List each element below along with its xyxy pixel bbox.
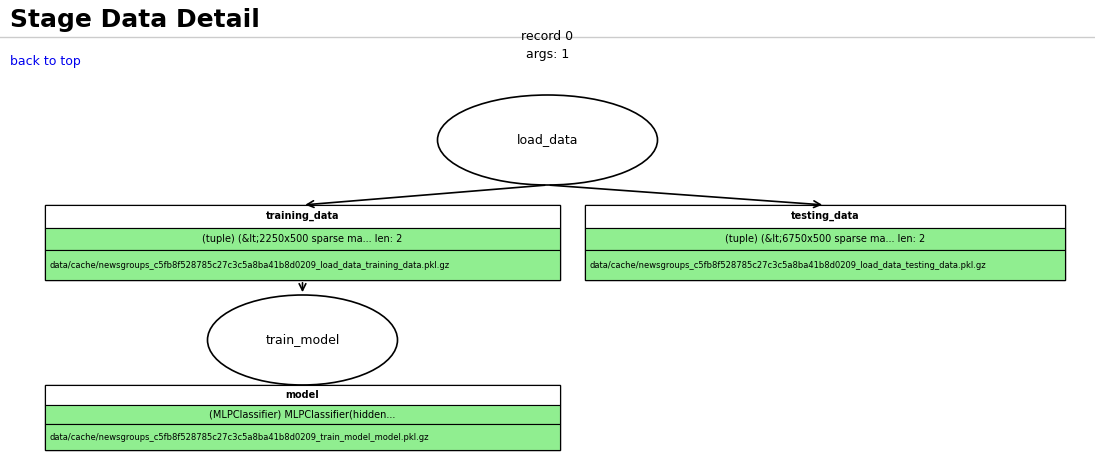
Bar xyxy=(45,385,560,450)
Bar xyxy=(45,404,560,424)
Bar xyxy=(585,205,1065,227)
Bar xyxy=(45,385,560,404)
Text: Stage Data Detail: Stage Data Detail xyxy=(10,8,260,32)
Bar xyxy=(585,205,1065,280)
Ellipse shape xyxy=(438,95,657,185)
Text: record 0: record 0 xyxy=(521,30,574,43)
Text: (tuple) (&lt;6750x500 sparse ma... len: 2: (tuple) (&lt;6750x500 sparse ma... len: … xyxy=(725,234,925,244)
Bar xyxy=(45,424,560,450)
Bar xyxy=(585,250,1065,280)
Bar xyxy=(45,250,560,280)
Text: train_model: train_model xyxy=(265,334,339,347)
Ellipse shape xyxy=(207,295,397,385)
Text: data/cache/newsgroups_c5fb8f528785c27c3c5a8ba41b8d0209_load_data_testing_data.pk: data/cache/newsgroups_c5fb8f528785c27c3c… xyxy=(589,260,986,269)
Text: testing_data: testing_data xyxy=(791,211,860,221)
Bar xyxy=(585,227,1065,250)
Text: (tuple) (&lt;2250x500 sparse ma... len: 2: (tuple) (&lt;2250x500 sparse ma... len: … xyxy=(203,234,403,244)
Text: training_data: training_data xyxy=(266,211,339,221)
Text: load_data: load_data xyxy=(517,133,578,146)
Text: data/cache/newsgroups_c5fb8f528785c27c3c5a8ba41b8d0209_load_data_training_data.p: data/cache/newsgroups_c5fb8f528785c27c3c… xyxy=(49,260,449,269)
Bar xyxy=(45,205,560,227)
Text: args: 1: args: 1 xyxy=(526,48,569,61)
Text: model: model xyxy=(286,390,320,400)
Text: (MLPClassifier) MLPClassifier(hidden...: (MLPClassifier) MLPClassifier(hidden... xyxy=(209,409,395,419)
Bar xyxy=(45,205,560,280)
Text: back to top: back to top xyxy=(10,55,81,68)
Bar xyxy=(45,227,560,250)
Text: data/cache/newsgroups_c5fb8f528785c27c3c5a8ba41b8d0209_train_model_model.pkl.gz: data/cache/newsgroups_c5fb8f528785c27c3c… xyxy=(49,432,428,441)
